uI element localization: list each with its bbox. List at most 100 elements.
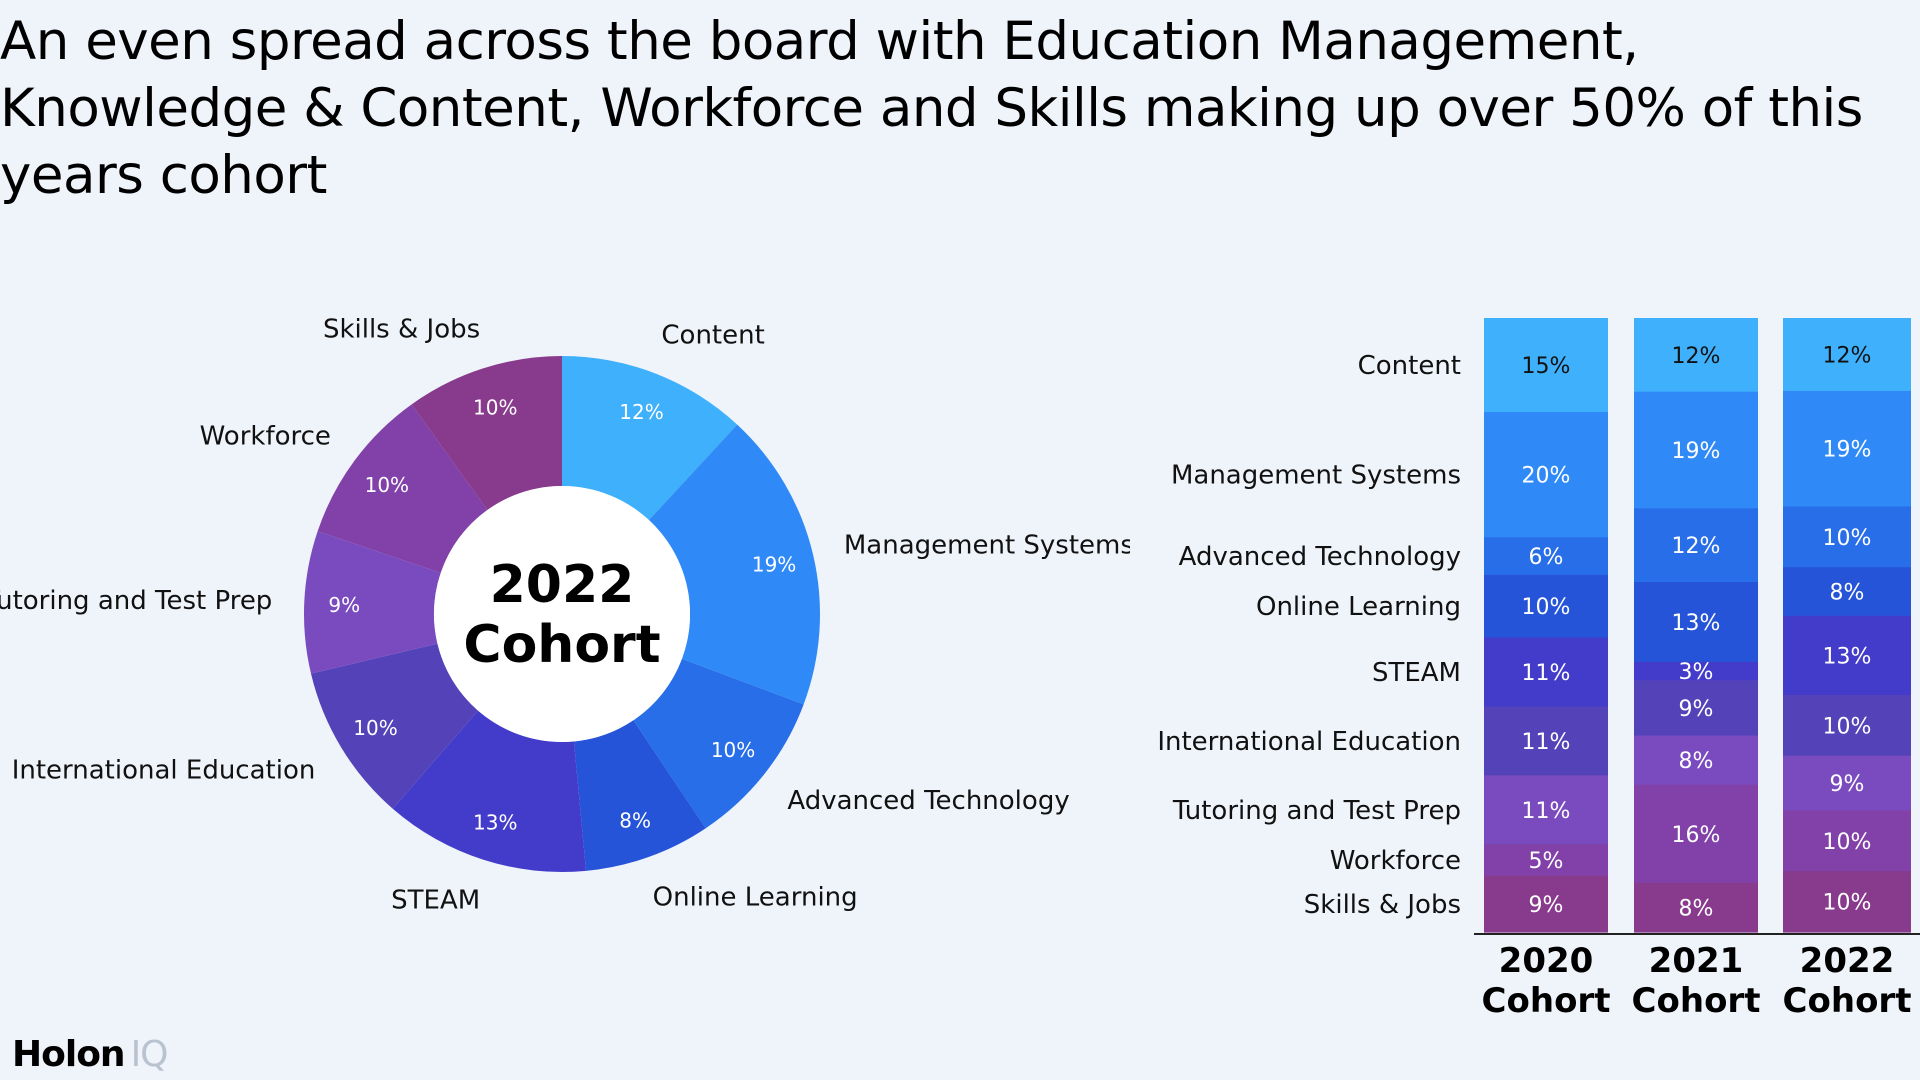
bar-value-1-international-education: 11%	[1522, 730, 1571, 755]
holoniq-logo: Holon IQ	[12, 1034, 169, 1075]
bar-value-3-management-systems: 19%	[1823, 438, 1872, 463]
bar-value-3-skills-and-jobs: 10%	[1823, 891, 1872, 916]
donut-slice-workforce	[317, 404, 488, 573]
donut-slice-tutoring-and-test-prep	[304, 531, 441, 674]
bar-segment-2-skills-and-jobs	[1634, 882, 1758, 933]
bar-segment-1-international-education	[1484, 706, 1608, 776]
bar-value-3-international-education: 10%	[1823, 714, 1872, 739]
bar-segment-1-advanced-technology	[1484, 537, 1608, 576]
donut-center-year: 2022	[490, 555, 635, 615]
bar-segment-1-content	[1484, 318, 1608, 413]
bar-value-3-steam: 13%	[1823, 644, 1872, 669]
bar-value-1-steam: 11%	[1522, 661, 1571, 686]
bar-segment-1-management-systems	[1484, 411, 1608, 538]
page-title: An even spread across the board with Edu…	[0, 11, 1863, 206]
logo-text: Holon	[12, 1034, 126, 1075]
category-label-international-education: International Education	[1157, 727, 1461, 757]
slice-label-online-learning: Online Learning	[653, 883, 858, 913]
cohort-year-label-1: 2020	[1499, 941, 1594, 981]
bar-value-2-advanced-technology: 12%	[1672, 534, 1721, 559]
bar-segment-3-content	[1783, 318, 1911, 392]
bar-value-1-tutoring-and-test-prep: 11%	[1522, 799, 1571, 824]
bar-segment-2-workforce	[1634, 784, 1758, 884]
donut-slice-advanced-technology	[633, 658, 804, 829]
donut-slice-steam	[392, 710, 587, 872]
cohort-year-label-2: 2021	[1649, 941, 1744, 981]
slice-value-online-learning: 8%	[619, 808, 651, 832]
slice-value-management-systems: 19%	[752, 553, 796, 577]
slice-label-tutoring-and-test-prep: Tutoring and Test Prep	[0, 586, 272, 616]
donut-slice-international-education	[310, 643, 479, 809]
slice-value-workforce: 10%	[365, 473, 409, 497]
bar-segment-2-online-learning	[1634, 582, 1758, 663]
category-label-advanced-technology: Advanced Technology	[1179, 542, 1461, 572]
bar-segment-3-management-systems	[1783, 390, 1911, 508]
bar-segment-3-tutoring-and-test-prep	[1783, 755, 1911, 812]
bar-value-2-online-learning: 13%	[1672, 611, 1721, 636]
bar-segment-2-content	[1634, 318, 1758, 393]
bar-segment-2-tutoring-and-test-prep	[1634, 735, 1758, 786]
slice-label-management-systems: Management Systems	[844, 531, 1130, 561]
bar-segment-3-steam	[1783, 615, 1911, 696]
bar-segment-3-workforce	[1783, 810, 1911, 872]
category-label-tutoring-and-test-prep: Tutoring and Test Prep	[1172, 796, 1461, 826]
donut-slice-online-learning	[573, 720, 706, 871]
bar-value-1-skills-and-jobs: 9%	[1529, 893, 1564, 918]
bar-value-1-workforce: 5%	[1529, 849, 1564, 874]
bar-segment-3-advanced-technology	[1783, 506, 1911, 568]
bar-value-3-tutoring-and-test-prep: 9%	[1830, 772, 1865, 797]
bar-segment-3-online-learning	[1783, 567, 1911, 617]
bar-value-2-skills-and-jobs: 8%	[1679, 896, 1714, 921]
bar-segment-1-online-learning	[1484, 574, 1608, 639]
bar-value-1-online-learning: 10%	[1522, 595, 1571, 620]
bar-segment-2-management-systems	[1634, 391, 1758, 509]
slice-label-workforce: Workforce	[200, 421, 331, 451]
bar-value-1-content: 15%	[1522, 354, 1571, 379]
cohort-word-label-2: Cohort	[1632, 981, 1761, 1021]
bar-value-1-management-systems: 20%	[1522, 464, 1571, 489]
slice-label-advanced-technology: Advanced Technology	[787, 786, 1069, 816]
category-label-online-learning: Online Learning	[1256, 592, 1461, 622]
slice-label-content: Content	[661, 321, 764, 351]
bar-segment-2-steam	[1634, 661, 1758, 681]
slice-label-steam: STEAM	[391, 886, 480, 916]
category-label-skills-and-jobs: Skills & Jobs	[1304, 890, 1461, 920]
cohort-word-label-1: Cohort	[1482, 981, 1611, 1021]
bar-segment-2-advanced-technology	[1634, 508, 1758, 583]
cohort-word-label-3: Cohort	[1783, 981, 1912, 1021]
stacked-bar-chart: 15%20%6%10%11%11%11%5%9%12%19%12%13%3%9%…	[1157, 318, 1920, 1021]
bar-value-2-workforce: 16%	[1672, 823, 1721, 848]
bar-value-3-advanced-technology: 10%	[1823, 526, 1872, 551]
bar-segment-1-steam	[1484, 637, 1608, 708]
donut-slice-skills-and-jobs	[411, 356, 562, 510]
bar-value-3-workforce: 10%	[1823, 830, 1872, 855]
slice-value-tutoring-and-test-prep: 9%	[328, 593, 360, 617]
bar-value-3-online-learning: 8%	[1830, 581, 1865, 606]
bar-segment-1-tutoring-and-test-prep	[1484, 775, 1608, 845]
slice-label-skills-and-jobs: Skills & Jobs	[323, 314, 480, 344]
bar-segment-1-skills-and-jobs	[1484, 875, 1608, 933]
donut-chart: 12% Content 19% Management Systems 10% Advanc…	[0, 314, 1130, 916]
donut-center-cohort: Cohort	[463, 615, 660, 675]
category-label-steam: STEAM	[1372, 658, 1461, 688]
bar-value-2-tutoring-and-test-prep: 8%	[1679, 749, 1714, 774]
category-label-content: Content	[1358, 351, 1461, 381]
bar-segment-1-workforce	[1484, 844, 1608, 877]
category-label-workforce: Workforce	[1330, 846, 1461, 876]
donut-slice-management-systems	[648, 424, 820, 705]
slice-value-international-education: 10%	[353, 716, 397, 740]
category-label-management-systems: Management Systems	[1171, 461, 1461, 491]
donut-slice-content	[562, 356, 738, 521]
bar-segment-2-international-education	[1634, 680, 1758, 737]
bar-value-3-content: 12%	[1823, 343, 1872, 368]
bar-value-1-advanced-technology: 6%	[1529, 545, 1564, 570]
cohort-year-label-3: 2022	[1800, 941, 1895, 981]
bar-value-2-management-systems: 19%	[1672, 439, 1721, 464]
slice-value-advanced-technology: 10%	[711, 738, 755, 762]
bar-segment-3-skills-and-jobs	[1783, 871, 1911, 933]
slice-value-steam: 13%	[473, 811, 517, 835]
logo-suffix: IQ	[130, 1034, 169, 1075]
slice-value-content: 12%	[619, 400, 663, 424]
bar-segment-3-international-education	[1783, 694, 1911, 757]
bar-value-2-international-education: 9%	[1679, 697, 1714, 722]
